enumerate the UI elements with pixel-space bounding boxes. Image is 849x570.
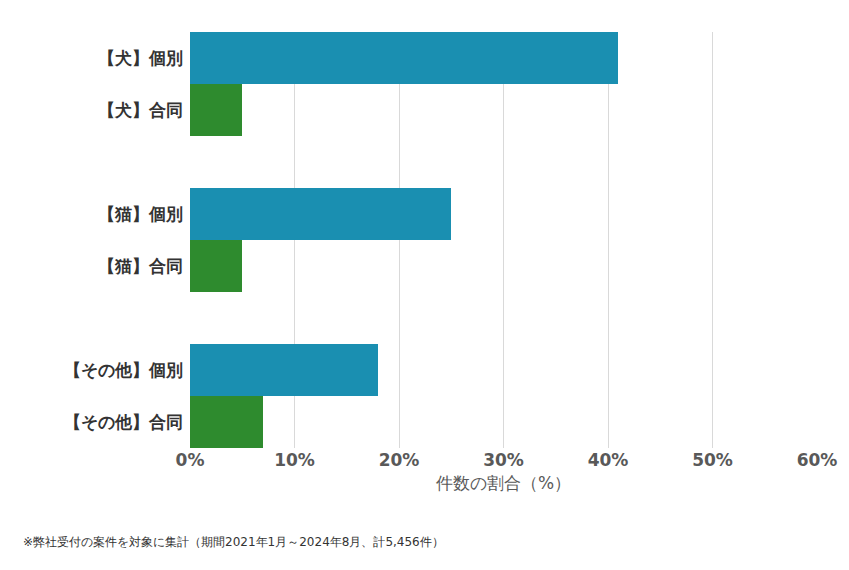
- svg-text:0%: 0%: [176, 450, 205, 470]
- svg-text:【その他】個別: 【その他】個別: [64, 360, 183, 380]
- svg-text:40%: 40%: [588, 450, 629, 470]
- svg-text:※弊社受付の案件を対象に集計（期間2021年1月～2024年: ※弊社受付の案件を対象に集計（期間2021年1月～2024年8月、計5,456件…: [23, 535, 444, 549]
- svg-text:件数の割合（%）: 件数の割合（%）: [436, 473, 571, 493]
- svg-text:【猫】個別: 【猫】個別: [98, 204, 183, 224]
- svg-text:10%: 10%: [274, 450, 315, 470]
- svg-text:50%: 50%: [692, 450, 733, 470]
- svg-text:60%: 60%: [797, 450, 838, 470]
- svg-text:【その他】合同: 【その他】合同: [64, 412, 183, 432]
- svg-text:【犬】合同: 【犬】合同: [98, 100, 183, 120]
- svg-text:【犬】個別: 【犬】個別: [98, 48, 183, 68]
- svg-text:30%: 30%: [483, 450, 524, 470]
- svg-text:20%: 20%: [379, 450, 420, 470]
- svg-text:【猫】合同: 【猫】合同: [98, 256, 183, 276]
